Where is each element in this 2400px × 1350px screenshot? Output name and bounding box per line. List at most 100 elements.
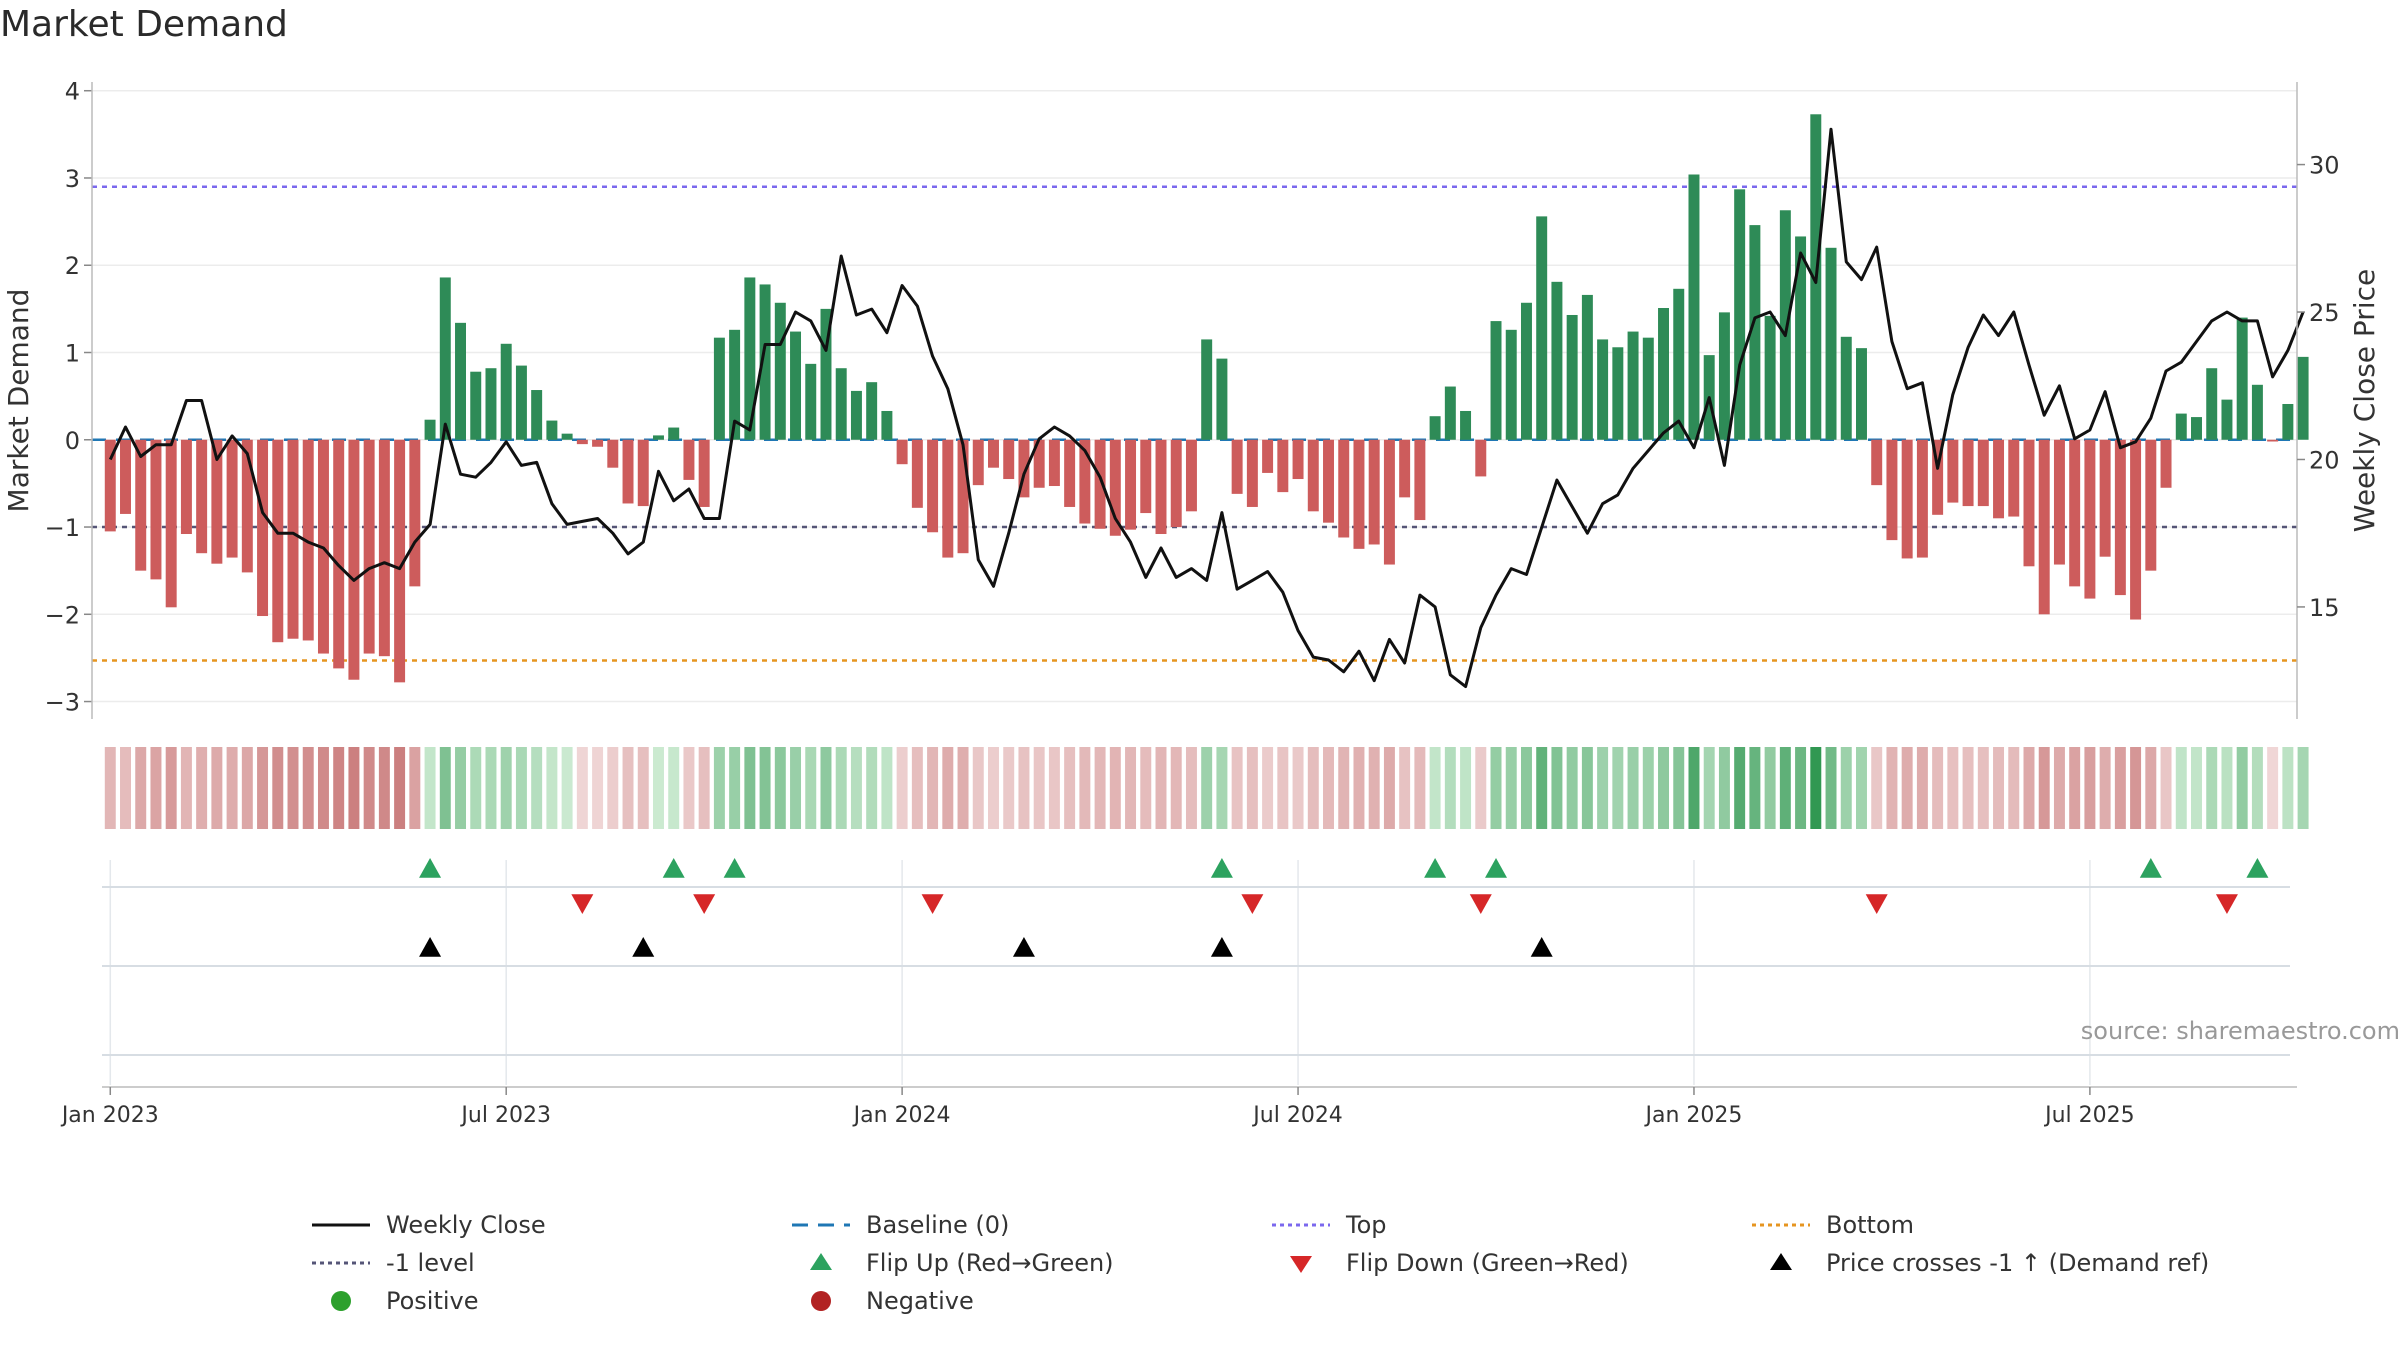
legend-price-cross-label: Price crosses -1 ↑ (Demand ref): [1826, 1249, 2210, 1277]
demand-bar: [1262, 439, 1274, 473]
flip-down-marker: [693, 894, 716, 914]
heat-cell: [1871, 747, 1883, 829]
demand-bar: [546, 420, 558, 440]
demand-bar: [1993, 439, 2005, 519]
heat-cell: [409, 747, 421, 829]
heat-cell: [1673, 747, 1685, 829]
heat-cell: [1825, 747, 1837, 829]
heat-cell: [211, 747, 223, 829]
x-tick-label: Jan 2025: [1644, 1103, 1743, 1128]
y2-tick-label: 30: [2309, 152, 2340, 180]
demand-bar: [881, 410, 893, 440]
heat-cell: [1627, 747, 1639, 829]
demand-bar: [1292, 439, 1304, 480]
heat-cell: [942, 747, 954, 829]
demand-bar: [394, 439, 406, 683]
heat-cell: [1216, 747, 1228, 829]
demand-bar: [668, 427, 680, 440]
heat-cell: [1977, 747, 1989, 829]
heat-cell: [820, 747, 832, 829]
demand-bar: [1520, 302, 1532, 440]
demand-bar: [2053, 439, 2065, 565]
demand-bar: [1018, 439, 1030, 498]
legend-bottom: Bottom: [1748, 1210, 1914, 1240]
demand-bar: [1627, 331, 1639, 440]
demand-bar: [455, 322, 466, 440]
heat-cell: [1612, 747, 1624, 829]
flip-down-marker: [921, 894, 944, 914]
legend-positive-swatch: [308, 1286, 374, 1316]
x-tick-label: Jul 2025: [2043, 1103, 2135, 1128]
heat-cell: [394, 747, 406, 829]
heat-cell: [1932, 747, 1944, 829]
heat-cell: [637, 747, 649, 829]
demand-bar: [2236, 317, 2248, 440]
demand-bar: [1840, 336, 1852, 440]
demand-bar: [2267, 439, 2279, 442]
heat-cell: [698, 747, 710, 829]
heat-cell: [759, 747, 771, 829]
demand-bar: [576, 439, 588, 445]
demand-bar: [241, 439, 253, 573]
demand-bar: [652, 435, 664, 440]
legend-negative: Negative: [788, 1286, 974, 1316]
price-cross-marker: [632, 937, 655, 957]
demand-bar: [2099, 439, 2111, 557]
y-tick-label: 2: [65, 252, 80, 280]
heat-cell: [2038, 747, 2050, 829]
demand-bar: [1505, 329, 1517, 440]
demand-bar: [2023, 439, 2035, 567]
heat-cell: [363, 747, 375, 829]
legend: Weekly Close Baseline (0) Top Bottom -1 …: [308, 1210, 2258, 1330]
demand-bar: [1718, 312, 1730, 440]
chart-title: Market Demand: [0, 4, 288, 45]
flip-up-marker: [1485, 858, 1508, 878]
y-tick-label: 3: [65, 165, 80, 193]
signal-markers: [102, 858, 2290, 1056]
legend-negative-label: Negative: [866, 1287, 974, 1315]
demand-bar: [1307, 439, 1319, 512]
heat-cell: [1018, 747, 1030, 829]
heat-cell: [470, 747, 482, 829]
heat-cell: [226, 747, 238, 829]
heat-cell: [668, 747, 680, 829]
y-tick-label: −3: [45, 689, 80, 717]
flip-up-marker: [662, 858, 685, 878]
heat-cell: [1460, 747, 1472, 829]
heat-cell: [302, 747, 314, 829]
heat-cell: [348, 747, 360, 829]
heat-cell: [1551, 747, 1563, 829]
heat-cell: [272, 747, 284, 829]
demand-bar: [2130, 439, 2142, 620]
heat-cell: [561, 747, 573, 829]
heat-cell: [2267, 747, 2279, 829]
heat-cell: [2206, 747, 2218, 829]
demand-bar: [2145, 439, 2157, 571]
demand-bar: [1795, 236, 1807, 440]
demand-bar: [1201, 339, 1213, 440]
demand-bar: [104, 439, 116, 532]
heat-cell: [1383, 747, 1395, 829]
heat-cell: [2069, 747, 2081, 829]
heat-cell: [317, 747, 329, 829]
demand-bar: [226, 439, 238, 558]
demand-bar: [835, 368, 847, 440]
demand-bar: [1764, 315, 1776, 440]
heat-cell: [911, 747, 923, 829]
heat-cell: [652, 747, 664, 829]
legend-weekly-close: Weekly Close: [308, 1210, 546, 1240]
demand-bar: [439, 277, 451, 440]
source-note: source: sharemaestro.com: [2080, 1017, 2400, 1045]
heat-strip: [104, 747, 2309, 829]
demand-bar: [1932, 439, 1944, 515]
heat-cell: [2221, 747, 2233, 829]
heat-cell: [1688, 747, 1700, 829]
heat-cell: [1094, 747, 1106, 829]
heat-cell: [1536, 747, 1548, 829]
heat-cell: [607, 747, 619, 829]
heat-cell: [2236, 747, 2248, 829]
demand-bar: [1612, 347, 1624, 440]
heat-cell: [1185, 747, 1197, 829]
heat-cell: [1886, 747, 1898, 829]
heat-cell: [1201, 747, 1213, 829]
